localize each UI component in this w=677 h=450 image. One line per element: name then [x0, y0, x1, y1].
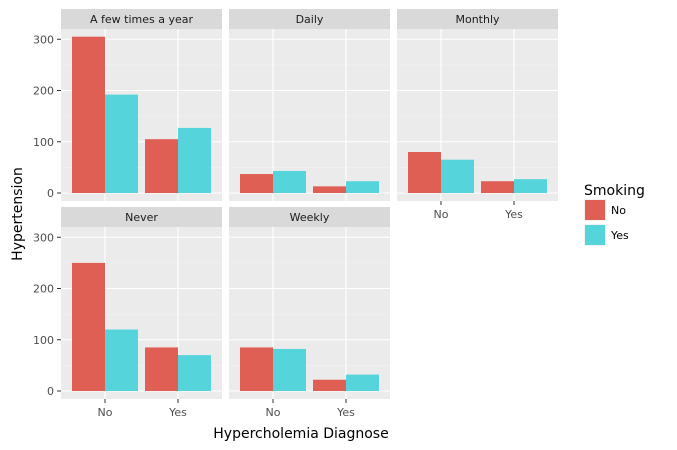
facet-title-monthly: Monthly — [455, 13, 500, 26]
bar-weekly-yes-smoking-no — [313, 379, 346, 391]
bar-a-few-times-a-year-yes-smoking-yes — [178, 127, 211, 193]
panel-background-daily — [229, 29, 390, 201]
bar-weekly-yes-smoking-yes — [346, 374, 379, 391]
bar-a-few-times-a-year-no-smoking-yes — [105, 94, 138, 193]
x-tick-label: No — [98, 406, 113, 419]
facet-strip-a-few-times-a-year — [61, 9, 222, 29]
facet-title-weekly: Weekly — [290, 211, 330, 224]
facet-strip-monthly — [397, 9, 558, 29]
legend-swatch-no — [585, 200, 605, 220]
legend-label-yes: Yes — [610, 229, 629, 242]
facet-never: Never 0 100 200 300 No Yes — [33, 207, 222, 419]
y-tick-label: 0 — [47, 385, 54, 398]
y-tick-label: 100 — [33, 334, 54, 347]
facet-strip-daily — [229, 9, 390, 29]
x-tick-label: No — [434, 208, 449, 221]
bar-never-no-smoking-yes — [105, 329, 138, 391]
x-tick-label: No — [266, 406, 281, 419]
y-tick-label: 200 — [33, 85, 54, 98]
legend-swatch-yes — [585, 225, 605, 245]
bar-never-yes-smoking-yes — [178, 355, 211, 391]
legend-label-no: No — [611, 204, 626, 217]
bar-daily-yes-smoking-no — [313, 186, 346, 193]
bar-never-yes-smoking-no — [145, 347, 178, 391]
bar-monthly-yes-smoking-yes — [514, 179, 547, 193]
facet-strip-weekly — [229, 207, 390, 227]
facet-panels: A few times a year 0 100 200 300 Daily Monthly… — [33, 9, 558, 419]
y-tick-label: 200 — [33, 283, 54, 296]
y-tick-label: 300 — [33, 33, 54, 46]
legend: Smoking No Yes — [584, 183, 645, 246]
y-tick-label: 0 — [47, 187, 54, 200]
bar-a-few-times-a-year-no-smoking-no — [72, 36, 105, 193]
bar-daily-yes-smoking-yes — [346, 181, 379, 193]
x-tick-label: Yes — [504, 208, 523, 221]
bar-daily-no-smoking-yes — [273, 170, 306, 193]
bar-never-no-smoking-no — [72, 262, 105, 391]
bar-weekly-no-smoking-no — [240, 347, 273, 391]
y-tick-label: 100 — [33, 136, 54, 149]
bar-weekly-no-smoking-yes — [273, 348, 306, 391]
x-axis-title: Hypercholemia Diagnose — [213, 426, 388, 442]
y-tick-label: 300 — [33, 231, 54, 244]
facet-title-a-few-times-a-year: A few times a year — [90, 13, 193, 26]
legend-title: Smoking — [584, 183, 645, 199]
bar-monthly-yes-smoking-no — [481, 181, 514, 193]
x-tick-label: Yes — [168, 406, 187, 419]
bar-daily-no-smoking-no — [240, 174, 273, 193]
bar-monthly-no-smoking-yes — [441, 159, 474, 193]
facet-daily: Daily — [229, 9, 390, 201]
bar-a-few-times-a-year-yes-smoking-no — [145, 139, 178, 193]
bar-monthly-no-smoking-no — [408, 152, 441, 193]
facet-a-few-times-a-year: A few times a year 0 100 200 300 — [33, 9, 222, 201]
facet-strip-never — [61, 207, 222, 227]
facet-title-daily: Daily — [296, 13, 324, 26]
facet-weekly: Weekly No Yes — [229, 207, 390, 419]
x-tick-label: Yes — [336, 406, 355, 419]
facet-title-never: Never — [125, 211, 158, 224]
facet-monthly: Monthly No Yes — [397, 9, 558, 221]
y-axis-title: Hypertension — [10, 167, 26, 261]
